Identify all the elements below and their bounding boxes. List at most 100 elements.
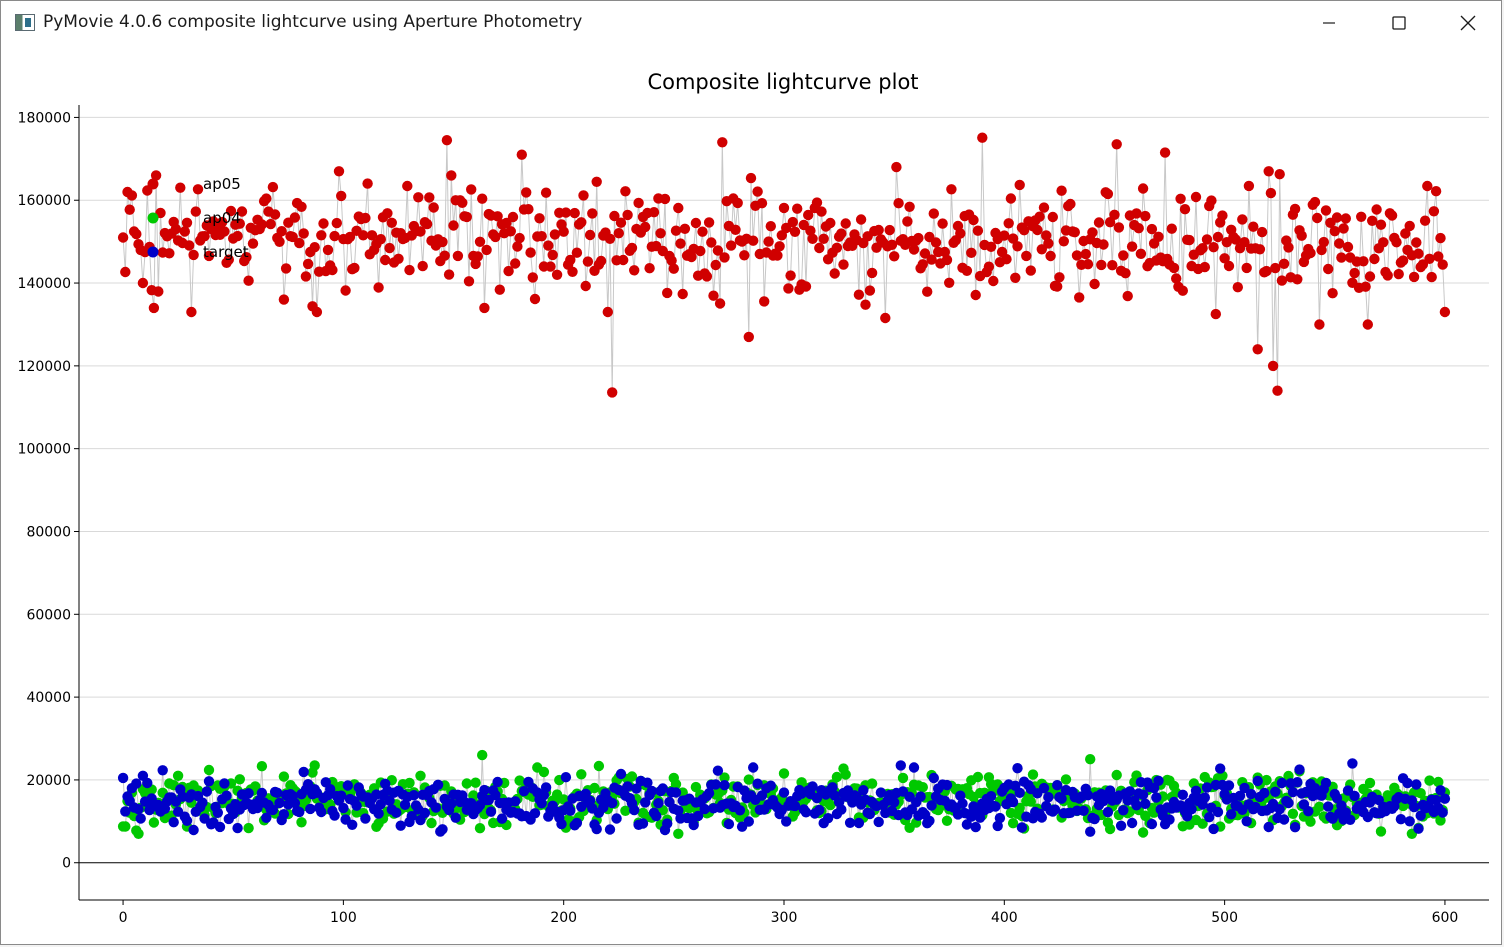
point-ap05 xyxy=(413,192,424,203)
point-target xyxy=(1349,790,1360,802)
plot-widget[interactable]: Composite lightcurve plot 0 20000 40000 600… xyxy=(3,45,1501,944)
y-tick-label: 60000 xyxy=(26,607,71,623)
point-ap05 xyxy=(567,266,578,277)
legend-label-target: target xyxy=(203,243,249,261)
point-ap05 xyxy=(902,216,913,227)
point-ap05 xyxy=(280,263,292,274)
point-ap05 xyxy=(1041,230,1052,241)
point-ap05 xyxy=(748,235,759,246)
point-ap05 xyxy=(1334,238,1345,249)
point-ap05 xyxy=(179,226,190,237)
x-tick-label: 500 xyxy=(1211,910,1238,926)
point-target xyxy=(1278,814,1290,825)
point-ap05 xyxy=(510,258,521,269)
point-ap05 xyxy=(477,193,488,204)
point-target xyxy=(1190,785,1202,796)
point-target xyxy=(611,813,622,824)
point-ap05 xyxy=(1034,211,1045,222)
point-ap05 xyxy=(1069,227,1081,238)
point-target xyxy=(1413,823,1424,834)
maximize-button[interactable] xyxy=(1364,1,1434,45)
point-ap04 xyxy=(120,821,131,832)
point-target xyxy=(399,799,411,810)
point-ap05 xyxy=(1056,185,1067,196)
point-ap05 xyxy=(527,272,538,283)
point-ap05 xyxy=(1278,258,1290,269)
point-ap04 xyxy=(1375,826,1387,837)
point-target xyxy=(966,811,977,822)
point-ap04 xyxy=(477,749,488,761)
close-button[interactable] xyxy=(1433,1,1503,45)
point-target xyxy=(1402,777,1413,789)
point-ap04 xyxy=(1287,808,1299,819)
point-ap05 xyxy=(1292,274,1303,285)
point-target xyxy=(895,760,906,771)
point-ap05 xyxy=(1422,180,1433,192)
point-ap05 xyxy=(309,242,320,253)
point-ap05 xyxy=(908,244,920,255)
point-ap05 xyxy=(576,217,587,228)
point-ap05 xyxy=(569,207,580,219)
point-ap05 xyxy=(124,204,135,215)
point-target xyxy=(492,776,503,788)
point-ap05 xyxy=(1177,285,1189,296)
point-ap05 xyxy=(1074,292,1085,303)
point-ap05 xyxy=(1316,244,1327,256)
point-ap05 xyxy=(516,149,527,160)
point-ap05 xyxy=(1327,288,1338,299)
point-ap05 xyxy=(232,230,243,242)
point-target xyxy=(1215,763,1226,774)
point-ap05 xyxy=(1045,250,1056,262)
point-ap05 xyxy=(893,198,904,209)
minimize-button[interactable] xyxy=(1294,1,1364,45)
point-target xyxy=(540,782,552,793)
point-target xyxy=(1331,792,1343,804)
point-target xyxy=(955,790,966,801)
point-target xyxy=(560,772,572,783)
chart-title: Composite lightcurve plot xyxy=(647,70,919,94)
point-target xyxy=(875,787,887,798)
point-target xyxy=(924,815,935,826)
point-target xyxy=(778,787,790,798)
point-ap05 xyxy=(1212,231,1224,243)
point-ap05 xyxy=(558,226,569,237)
point-ap05 xyxy=(481,244,492,256)
point-target xyxy=(305,803,316,815)
point-ap05 xyxy=(1043,238,1054,249)
point-ap04 xyxy=(234,774,245,785)
title-bar[interactable]: PyMovie 4.0.6 composite lightcurve using… xyxy=(1,1,1501,45)
point-ap05 xyxy=(1289,203,1301,215)
point-ap05 xyxy=(1241,262,1252,274)
lightcurve-chart[interactable]: 0 20000 40000 60000 80000 100000 120000 140000 1… xyxy=(3,45,1501,944)
point-ap04 xyxy=(897,772,909,784)
point-ap05 xyxy=(1430,186,1442,197)
point-target xyxy=(642,777,653,788)
point-ap04 xyxy=(470,777,481,788)
point-ap04 xyxy=(840,769,851,780)
point-ap05 xyxy=(384,242,395,254)
point-target xyxy=(1437,807,1448,818)
point-target xyxy=(653,798,664,809)
grid-lines xyxy=(79,116,1489,864)
point-ap05 xyxy=(1065,198,1076,210)
point-ap05 xyxy=(972,225,984,236)
x-tick-label: 100 xyxy=(330,910,357,926)
point-target xyxy=(851,791,862,802)
point-ap05 xyxy=(1206,195,1217,206)
point-ap05 xyxy=(1367,215,1378,226)
point-target xyxy=(261,812,272,823)
point-ap05 xyxy=(1093,217,1105,228)
point-ap05 xyxy=(1111,139,1122,150)
point-ap05 xyxy=(1038,202,1050,213)
point-ap05 xyxy=(587,208,598,219)
point-ap05 xyxy=(402,180,413,192)
point-ap05 xyxy=(765,221,776,232)
point-target xyxy=(1016,822,1028,833)
point-ap05 xyxy=(816,206,827,217)
point-ap05 xyxy=(1153,231,1164,242)
point-ap05 xyxy=(1001,254,1012,265)
point-ap05 xyxy=(609,210,620,222)
point-ap05 xyxy=(1018,225,1030,236)
point-ap05 xyxy=(1208,242,1219,253)
point-ap05 xyxy=(814,242,825,254)
